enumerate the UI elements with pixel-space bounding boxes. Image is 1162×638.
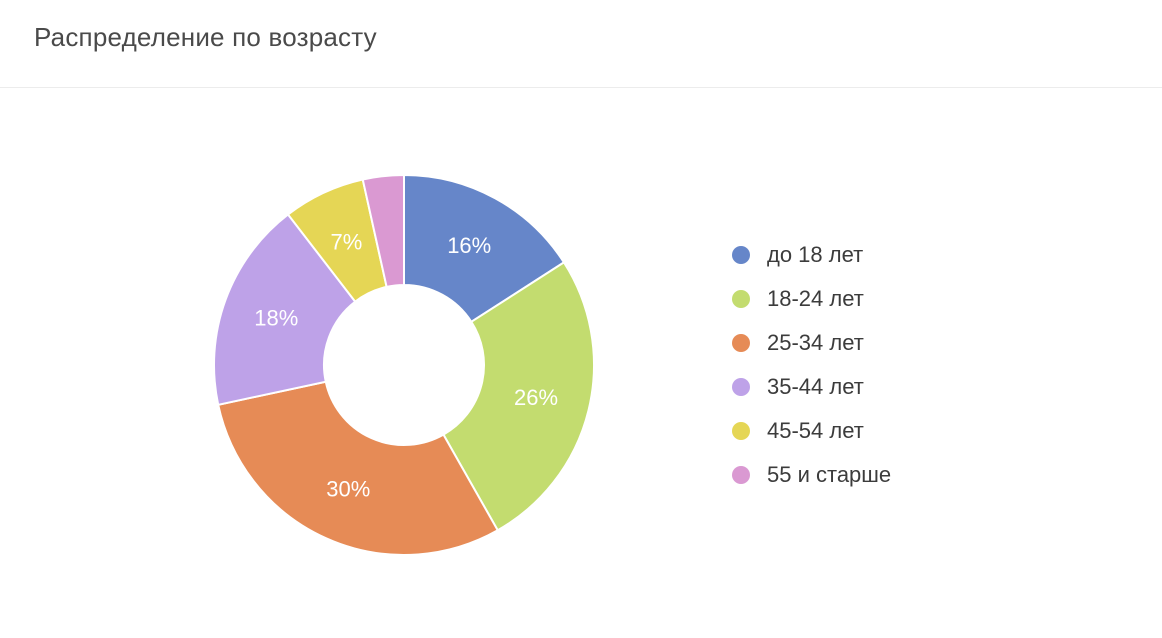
legend-label: 18-24 лет — [767, 286, 864, 311]
pie-slice-1[interactable] — [442, 261, 595, 532]
legend-swatch — [732, 422, 750, 440]
chart-legend: до 18 лет 18-24 лет 25-34 лет 35-44 лет 45-5… — [732, 233, 891, 497]
chart-header: Распределение по возрасту — [0, 0, 1162, 88]
pie-slice-3[interactable] — [213, 213, 357, 406]
legend-label: 45-54 лет — [767, 418, 864, 443]
legend-item-0[interactable]: до 18 лет — [732, 233, 891, 277]
legend-swatch — [732, 334, 750, 352]
legend-label: до 18 лет — [767, 242, 864, 267]
legend-swatch — [732, 466, 750, 484]
slice-data-label-2: 30% — [326, 477, 370, 502]
slice-data-label-3: 18% — [254, 306, 298, 331]
legend-swatch — [732, 378, 750, 396]
legend-label: 25-34 лет — [767, 330, 864, 355]
pie-slice-0[interactable] — [403, 173, 566, 324]
legend-swatch — [732, 290, 750, 308]
legend-item-1[interactable]: 18-24 лет — [732, 277, 891, 321]
pie-slice-5[interactable] — [361, 173, 405, 289]
legend-item-3[interactable]: 35-44 лет — [732, 365, 891, 409]
legend-item-5[interactable]: 55 и старше — [732, 453, 891, 497]
legend-swatch — [732, 246, 750, 264]
pie-slice-2[interactable] — [217, 380, 500, 556]
slice-data-label-4: 7% — [330, 229, 362, 254]
slice-data-label-0: 16% — [447, 233, 491, 258]
chart-title: Распределение по возрасту — [34, 22, 377, 52]
legend-label: 35-44 лет — [767, 374, 864, 399]
legend-item-2[interactable]: 25-34 лет — [732, 321, 891, 365]
legend-label: 55 и старше — [767, 462, 892, 487]
slice-data-label-1: 26% — [514, 385, 558, 410]
legend-item-4[interactable]: 45-54 лет — [732, 409, 891, 453]
